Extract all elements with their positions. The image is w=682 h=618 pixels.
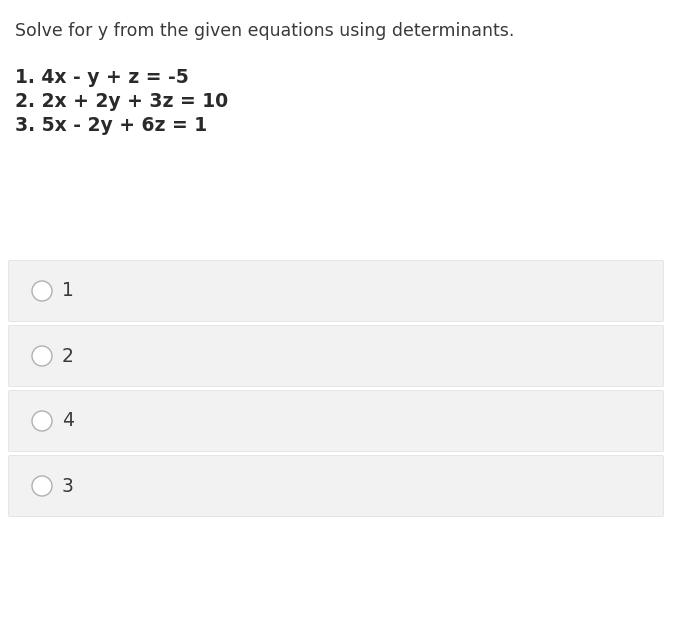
- Circle shape: [32, 476, 52, 496]
- Text: 2. 2x + 2y + 3z = 10: 2. 2x + 2y + 3z = 10: [15, 92, 228, 111]
- Text: Solve for y from the given equations using determinants.: Solve for y from the given equations usi…: [15, 22, 514, 40]
- FancyBboxPatch shape: [8, 326, 664, 386]
- Text: 2: 2: [62, 347, 74, 365]
- Text: 4: 4: [62, 412, 74, 431]
- FancyBboxPatch shape: [8, 455, 664, 517]
- Circle shape: [32, 346, 52, 366]
- Text: 3: 3: [62, 476, 74, 496]
- Text: 1. 4x - y + z = -5: 1. 4x - y + z = -5: [15, 68, 189, 87]
- Circle shape: [32, 281, 52, 301]
- FancyBboxPatch shape: [8, 261, 664, 321]
- Text: 1: 1: [62, 282, 74, 300]
- FancyBboxPatch shape: [8, 391, 664, 452]
- Circle shape: [32, 411, 52, 431]
- Text: 3. 5x - 2y + 6z = 1: 3. 5x - 2y + 6z = 1: [15, 116, 207, 135]
